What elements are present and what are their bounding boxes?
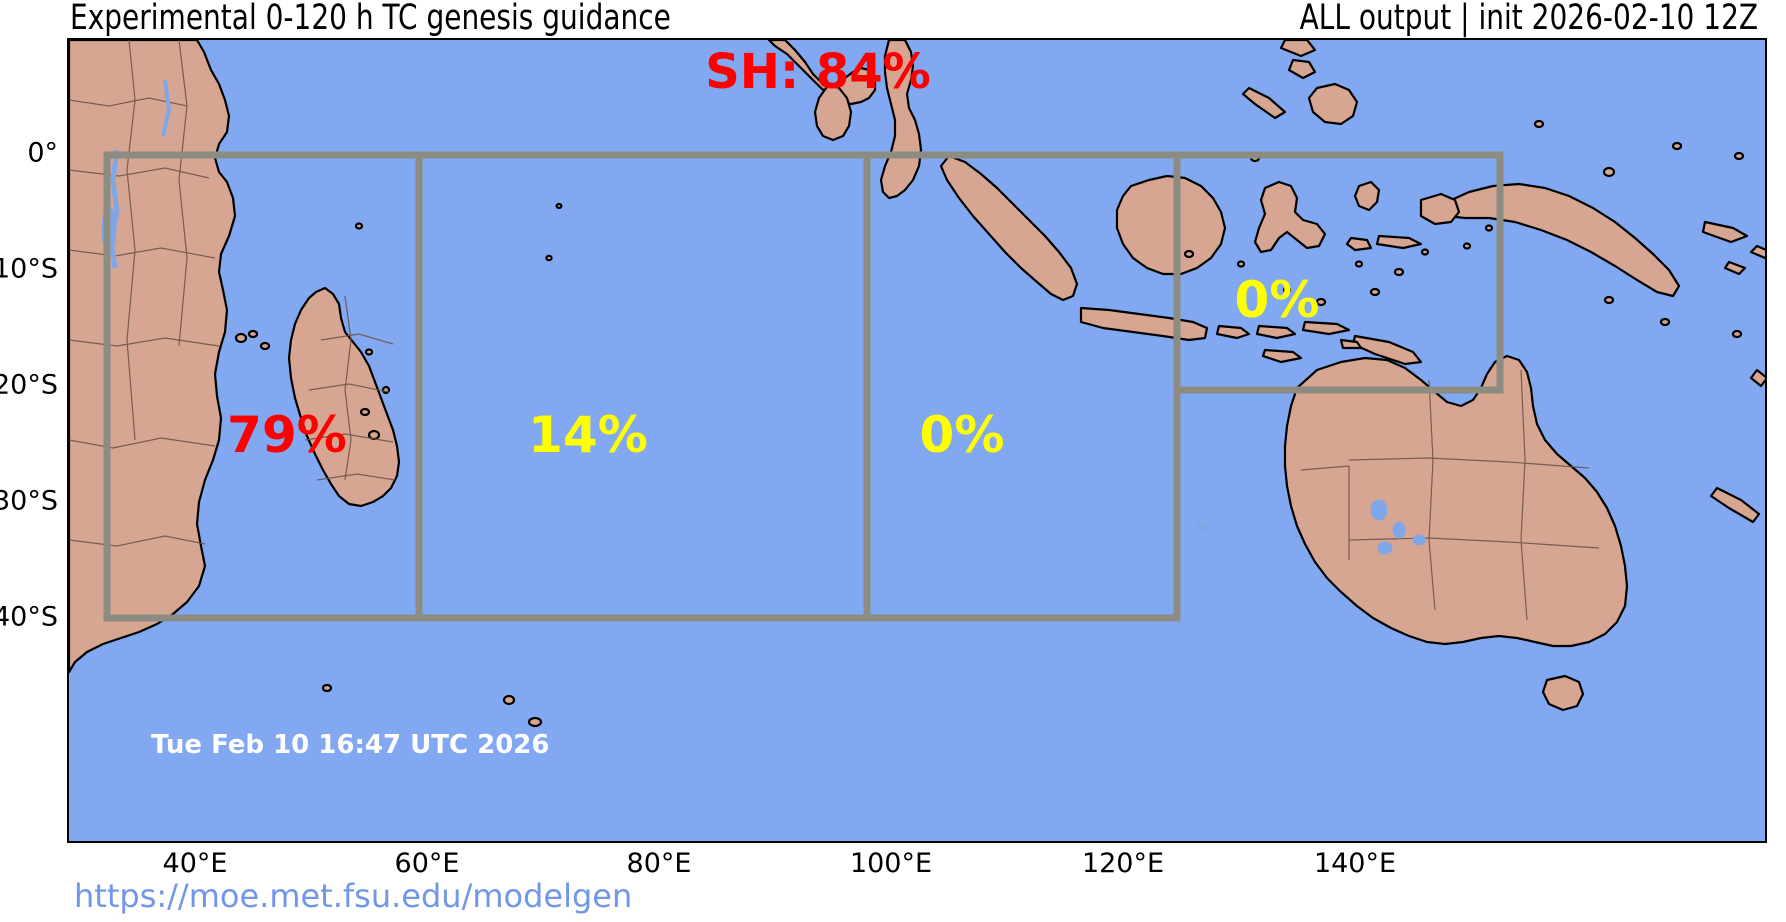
india-peninsula bbox=[767, 40, 877, 106]
island-small-19 bbox=[321, 683, 333, 693]
admin-borders bbox=[69, 40, 1600, 621]
x-axis-tick-100e: 100°E bbox=[849, 848, 933, 879]
x-axis-tick-60e: 60°E bbox=[394, 848, 460, 879]
x-axis-tick-40e: 40°E bbox=[162, 848, 228, 879]
island-small-3 bbox=[1393, 267, 1405, 277]
y-axis-tick-30s: 30°S bbox=[0, 485, 58, 517]
alor-island bbox=[1339, 338, 1363, 350]
sumbawa bbox=[1255, 324, 1297, 340]
island-small-16 bbox=[1733, 151, 1745, 161]
flores bbox=[1301, 320, 1351, 336]
island-small-15 bbox=[1671, 141, 1683, 151]
comoros-island-2 bbox=[247, 329, 259, 339]
borneo bbox=[1115, 174, 1227, 276]
map-graphics bbox=[69, 40, 1765, 841]
buru-island bbox=[1345, 236, 1373, 252]
timestamp-label: Tue Feb 10 16:47 UTC 2026 bbox=[151, 730, 550, 760]
basin-percent-australian-region: 0% bbox=[1234, 271, 1320, 329]
island-small-11 bbox=[1603, 295, 1615, 305]
island-small-4 bbox=[1369, 287, 1381, 297]
source-url-link[interactable]: https://moe.met.fsu.edu/modelgen bbox=[74, 877, 633, 915]
basin-box-australian-region bbox=[1173, 151, 1504, 394]
comoros-island bbox=[234, 332, 248, 344]
header-init-info: ALL output | init 2026-02-10 12Z bbox=[1299, 0, 1758, 38]
sumba bbox=[1261, 348, 1303, 364]
header-bar: Experimental 0-120 h TC genesis guidance… bbox=[0, 0, 1786, 38]
hemisphere-total-label: SH: 84% bbox=[705, 44, 931, 100]
island-small-18 bbox=[527, 716, 543, 728]
basin-percent-south-west-indian: 79% bbox=[227, 406, 347, 464]
island-small-6 bbox=[1420, 248, 1430, 256]
island-small-1 bbox=[1315, 297, 1327, 307]
map-canvas[interactable]: Tue Feb 10 16:47 UTC 2026 bbox=[67, 38, 1767, 843]
new-britain bbox=[1701, 220, 1749, 244]
basin-percent-south-east-indian: 0% bbox=[919, 406, 1005, 464]
seychelles-island bbox=[354, 222, 364, 230]
x-axis-tick-140e: 140°E bbox=[1313, 848, 1397, 879]
vanuatu-island bbox=[1749, 368, 1765, 388]
island-small-13 bbox=[1731, 329, 1743, 339]
island-small-12 bbox=[1659, 317, 1671, 327]
seram-island bbox=[1375, 234, 1423, 250]
page-title: Experimental 0-120 h TC genesis guidance bbox=[70, 0, 671, 38]
comoros-island-3 bbox=[259, 341, 271, 351]
island-small-8 bbox=[1236, 260, 1246, 268]
reunion-island bbox=[359, 407, 371, 417]
x-axis-tick-120e: 120°E bbox=[1081, 848, 1165, 879]
x-axis-tick-80e: 80°E bbox=[626, 848, 692, 879]
island-small-9 bbox=[1462, 242, 1472, 250]
sulawesi bbox=[1253, 180, 1327, 254]
y-axis-tick-0: 0° bbox=[27, 137, 58, 169]
island-small-17 bbox=[502, 694, 516, 706]
philippines-palawan bbox=[1241, 86, 1287, 120]
island-small-2 bbox=[1282, 286, 1292, 294]
new-guinea bbox=[1445, 182, 1681, 298]
new-caledonia bbox=[1709, 486, 1761, 524]
halmahera bbox=[1353, 180, 1381, 212]
basin-boxes bbox=[103, 151, 1504, 622]
y-axis-tick-40s: 40°S bbox=[0, 601, 58, 633]
new-guinea-birdshead bbox=[1419, 192, 1461, 226]
y-axis-tick-20s: 20°S bbox=[0, 369, 58, 401]
small-island-b bbox=[364, 348, 374, 356]
sumatra bbox=[939, 154, 1079, 302]
island-small-10 bbox=[1484, 224, 1494, 232]
solomon-islands-a bbox=[1749, 244, 1765, 260]
island-small-20 bbox=[1533, 119, 1545, 129]
island-small-5 bbox=[1354, 260, 1364, 268]
sri-lanka bbox=[813, 82, 853, 142]
solomon-islands-b bbox=[1723, 260, 1747, 276]
maldive-island bbox=[555, 202, 563, 210]
island-small-14 bbox=[1602, 166, 1616, 178]
basin-percent-south-central-indian: 14% bbox=[528, 406, 648, 464]
philippines-panay bbox=[1287, 58, 1317, 80]
y-axis-tick-10s: 10°S bbox=[0, 253, 58, 285]
philippines-mindanao bbox=[1307, 82, 1359, 126]
tasmania bbox=[1541, 674, 1585, 712]
chagos-island bbox=[545, 254, 553, 262]
bali-lombok bbox=[1215, 324, 1251, 340]
philippines-luzon bbox=[1279, 40, 1317, 58]
island-small-7 bbox=[1183, 249, 1195, 259]
